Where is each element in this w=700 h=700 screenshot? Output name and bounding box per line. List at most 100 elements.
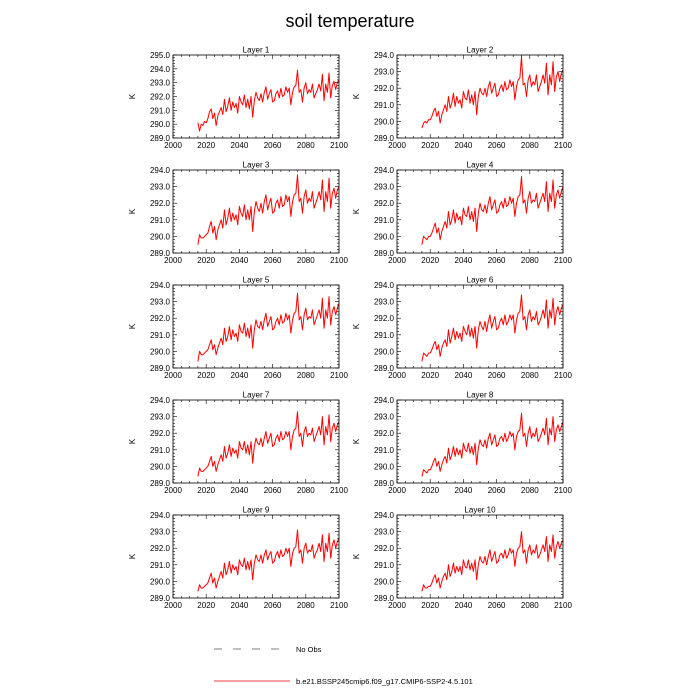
x-tick-label: 2000 [388,601,406,610]
x-tick-label: 2100 [330,371,348,380]
panel-title: Layer 7 [243,391,270,400]
panel-layer-9: Layer 9 K 2000 2020 2040 2060 2080 2100 289.0 290… [128,506,348,611]
panels-group: Layer 1 K 2000 2020 2040 2060 2080 2100 289.0 290… [128,46,572,611]
x-tick-label: 2080 [521,486,539,495]
x-tick-label: 2100 [554,371,572,380]
plot-frame [396,54,564,139]
panel-layer-6: Layer 6 K 2000 2020 2040 2060 2080 2100 289.0 290… [352,276,572,381]
y-tick-label: 290.0 [374,347,395,356]
x-tick-label: 2060 [488,486,506,495]
y-tick-label: 292.0 [150,314,171,323]
y-tick-label: 294.0 [374,51,395,60]
y-tick-label: 289.0 [150,594,171,603]
y-tick-label: 290.0 [374,577,395,586]
legend: No Obs b.e21.BSSP245cmip6.f09_g17.CMIP6-S… [214,645,473,686]
y-tick-label: 291.0 [150,561,171,570]
x-tick-label: 2060 [264,256,282,265]
y-tick-label: 293.0 [374,528,395,537]
legend-label: No Obs [296,645,322,654]
x-tick-label: 2080 [297,601,315,610]
plot-frame [396,169,564,254]
series-line [421,531,563,592]
x-tick-label: 2060 [264,371,282,380]
y-axis-label: K [352,323,361,329]
y-tick-label: 289.0 [374,594,395,603]
y-tick-label: 294.0 [374,396,395,405]
y-tick-label: 290.0 [374,462,395,471]
x-tick-label: 2080 [297,486,315,495]
x-tick-label: 2080 [521,141,539,150]
y-tick-label: 294.0 [374,281,395,290]
x-tick-label: 2040 [231,486,249,495]
x-tick-label: 2100 [554,141,572,150]
y-tick-label: 293.0 [374,413,395,422]
y-tick-label: 292.0 [150,544,171,553]
panel-title: Layer 8 [467,391,494,400]
series-line [197,69,339,132]
y-tick-label: 292.0 [374,544,395,553]
x-tick-label: 2020 [421,371,439,380]
series-line [197,174,339,245]
x-tick-label: 2040 [455,141,473,150]
x-tick-label: 2000 [388,141,406,150]
series-line [197,292,339,362]
y-tick-label: 291.0 [150,216,171,225]
x-tick-label: 2100 [330,601,348,610]
series-line [421,294,563,362]
y-tick-label: 289.0 [150,134,171,143]
y-tick-label: 290.0 [374,117,395,126]
x-tick-label: 2060 [264,486,282,495]
x-tick-label: 2100 [554,486,572,495]
x-tick-label: 2080 [521,256,539,265]
x-tick-label: 2060 [264,141,282,150]
y-tick-label: 292.0 [374,314,395,323]
y-tick-label: 291.0 [374,331,395,340]
figure-title: soil temperature [285,11,414,31]
y-tick-label: 290.0 [374,232,395,241]
y-tick-label: 294.0 [374,511,395,520]
y-tick-label: 294.0 [150,166,171,175]
y-tick-label: 292.0 [150,93,171,102]
panel-layer-3: Layer 3 K 2000 2020 2040 2060 2080 2100 289.0 290… [128,161,348,266]
x-tick-label: 2080 [297,256,315,265]
series-line [421,56,563,129]
panel-title: Layer 10 [464,506,496,515]
y-tick-label: 294.0 [150,281,171,290]
y-tick-label: 293.0 [374,183,395,192]
x-tick-label: 2040 [231,141,249,150]
y-tick-label: 292.0 [374,84,395,93]
x-tick-label: 2060 [488,601,506,610]
y-tick-label: 291.0 [150,106,171,115]
panel-title: Layer 5 [243,276,270,285]
x-tick-label: 2040 [455,256,473,265]
panel-title: Layer 1 [243,46,270,55]
plot-frame [396,284,564,369]
x-tick-label: 2060 [488,141,506,150]
y-tick-label: 291.0 [374,216,395,225]
panel-layer-8: Layer 8 K 2000 2020 2040 2060 2080 2100 289.0 290… [352,391,572,496]
y-tick-label: 293.0 [150,183,171,192]
y-axis-label: K [352,208,361,214]
y-axis-label: K [128,553,137,559]
y-tick-label: 291.0 [374,446,395,455]
x-tick-label: 2060 [264,601,282,610]
x-tick-label: 2000 [164,371,182,380]
y-tick-label: 290.0 [150,120,171,129]
y-tick-label: 289.0 [150,364,171,373]
x-tick-label: 2020 [421,601,439,610]
y-tick-label: 293.0 [374,68,395,77]
y-axis-label: K [128,323,137,329]
y-tick-label: 291.0 [374,101,395,110]
x-tick-label: 2040 [455,371,473,380]
y-tick-label: 293.0 [150,298,171,307]
x-tick-label: 2100 [554,601,572,610]
y-axis-label: K [352,438,361,444]
panel-layer-5: Layer 5 K 2000 2020 2040 2060 2080 2100 289.0 290… [128,276,348,381]
panel-layer-7: Layer 7 K 2000 2020 2040 2060 2080 2100 289.0 290… [128,391,348,496]
y-tick-label: 290.0 [150,232,171,241]
x-tick-label: 2000 [164,256,182,265]
y-tick-label: 290.0 [150,462,171,471]
x-tick-label: 2020 [197,601,215,610]
x-tick-label: 2040 [231,371,249,380]
